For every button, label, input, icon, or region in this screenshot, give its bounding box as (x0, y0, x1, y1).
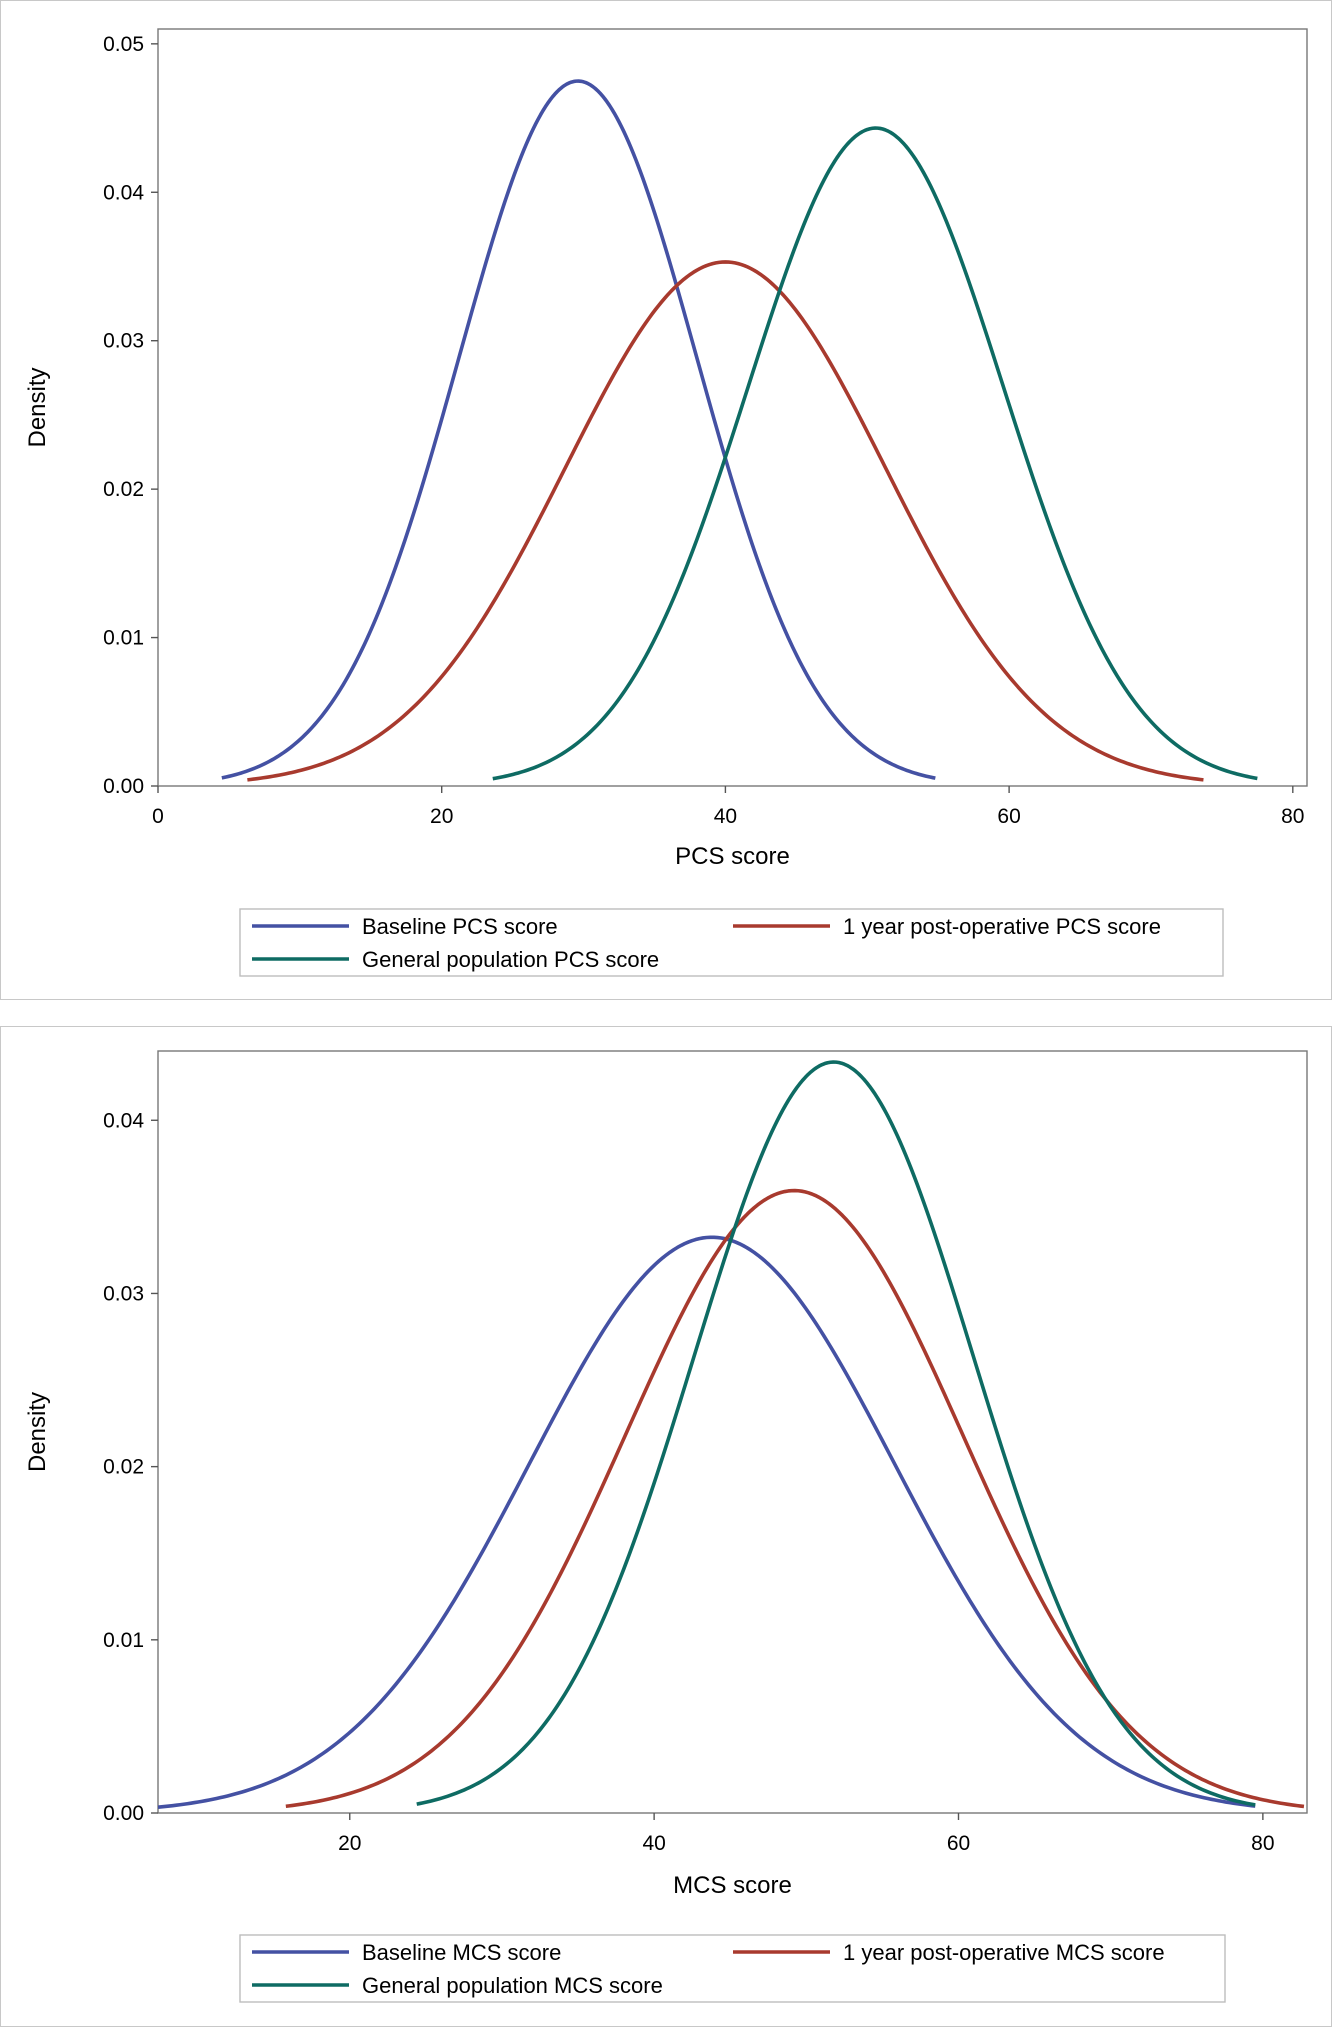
mcs-y-tick-label: 0.02 (103, 1456, 144, 1479)
pcs-x-tick-label: 0 (152, 805, 164, 828)
mcs-plot-area (157, 1050, 1308, 1814)
mcs-x-tick-label: 80 (1251, 1832, 1274, 1855)
pcs-legend-label-3: General population PCS score (362, 947, 659, 972)
mcs-x-tick-label: 40 (642, 1832, 665, 1855)
mcs-series-line-3 (416, 1060, 1256, 1807)
pcs-y-tick-label: 0.04 (103, 181, 144, 204)
pcs-x-axis-label: PCS score (675, 843, 790, 870)
pcs-y-axis-label: Density (24, 367, 51, 447)
mcs-y-tick-label: 0.01 (103, 1629, 144, 1652)
pcs-series-line-1 (221, 79, 936, 780)
mcs-density-chart: 0.00 0.01 0.02 0.03 0.04 20 40 60 80 MCS score Den… (24, 1050, 1308, 2003)
pcs-legend-label-2: 1 year post-operative PCS score (843, 914, 1161, 939)
mcs-x-tick-label: 20 (338, 1832, 361, 1855)
mcs-series-line-1 (158, 1235, 1256, 1810)
mcs-x-tick-label: 60 (947, 1832, 970, 1855)
mcs-y-tick-label: 0.00 (103, 1802, 144, 1825)
pcs-chart-panel: 0.00 0.01 0.02 0.03 0.04 0.05 0 20 40 60 80 PCS sco… (0, 0, 1332, 1000)
mcs-y-tick-label: 0.04 (103, 1109, 144, 1132)
mcs-y-axis-label: Density (24, 1392, 51, 1472)
pcs-x-tick-label: 60 (997, 805, 1020, 828)
pcs-y-tick-label: 0.01 (103, 627, 144, 650)
pcs-x-tick-label: 20 (430, 805, 453, 828)
pcs-legend (239, 908, 1224, 977)
pcs-x-tick-label: 40 (714, 805, 737, 828)
pcs-plot-area (157, 28, 1308, 787)
mcs-legend-label-2: 1 year post-operative MCS score (843, 1940, 1165, 1965)
mcs-legend (239, 1934, 1226, 2003)
pcs-y-tick-label: 0.03 (103, 330, 144, 353)
pcs-series-line-2 (247, 260, 1204, 782)
mcs-series-line-2 (285, 1188, 1305, 1809)
pcs-x-tick-label: 80 (1281, 805, 1304, 828)
pcs-y-tick-label: 0.00 (103, 775, 144, 798)
pcs-series-line-3 (492, 126, 1258, 781)
pcs-y-tick-label: 0.02 (103, 478, 144, 501)
mcs-chart-panel: 0.00 0.01 0.02 0.03 0.04 20 40 60 80 MCS score Den… (0, 1026, 1332, 2027)
pcs-density-chart: 0.00 0.01 0.02 0.03 0.04 0.05 0 20 40 60 80 PCS sco… (24, 28, 1308, 977)
pcs-legend-label-1: Baseline PCS score (362, 914, 558, 939)
pcs-y-tick-label: 0.05 (103, 33, 144, 56)
mcs-x-axis-label: MCS score (673, 1872, 792, 1899)
mcs-legend-label-3: General population MCS score (362, 1973, 663, 1998)
mcs-y-tick-label: 0.03 (103, 1282, 144, 1305)
mcs-legend-label-1: Baseline MCS score (362, 1940, 561, 1965)
